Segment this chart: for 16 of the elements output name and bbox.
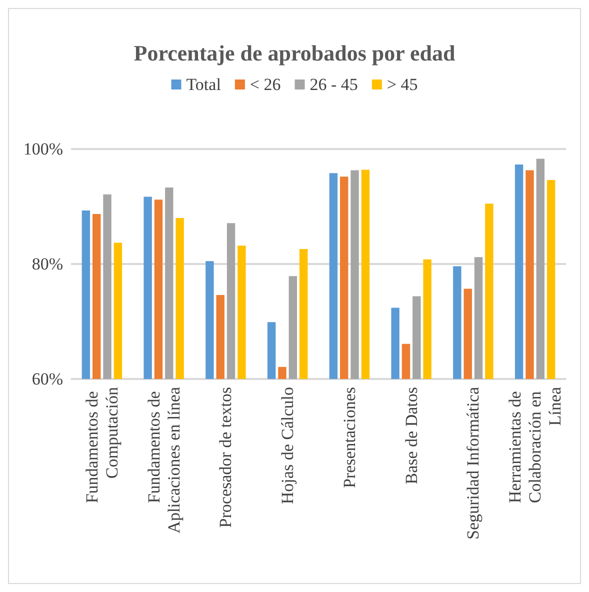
x-tick-label: Procesador de textos xyxy=(216,387,236,528)
x-tick-label: Herramientas de Colaboración en Línea xyxy=(506,386,565,504)
legend-label: < 26 xyxy=(250,75,281,94)
x-tick-label: Seguridad Informática xyxy=(464,386,483,540)
y-tick-label: 80% xyxy=(32,254,63,274)
x-tick-label: Presentaciones xyxy=(340,387,359,488)
y-tick-label: 60% xyxy=(32,370,63,388)
x-tick-label: Base de Datos xyxy=(402,387,421,484)
y-tick-label: 100% xyxy=(23,140,63,158)
chart-title: Porcentaje de aprobados por edad xyxy=(134,40,456,66)
x-tick-label: Fundamentos de Aplicaciones en línea xyxy=(144,386,184,534)
legend-label: Total xyxy=(186,75,222,94)
x-tick-label: Hojas de Cálculo xyxy=(278,387,298,504)
legend-label: > 45 xyxy=(386,75,418,94)
legend-label: 26 - 45 xyxy=(310,75,358,94)
x-tick-label: Fundamentos de Computación xyxy=(82,386,122,504)
